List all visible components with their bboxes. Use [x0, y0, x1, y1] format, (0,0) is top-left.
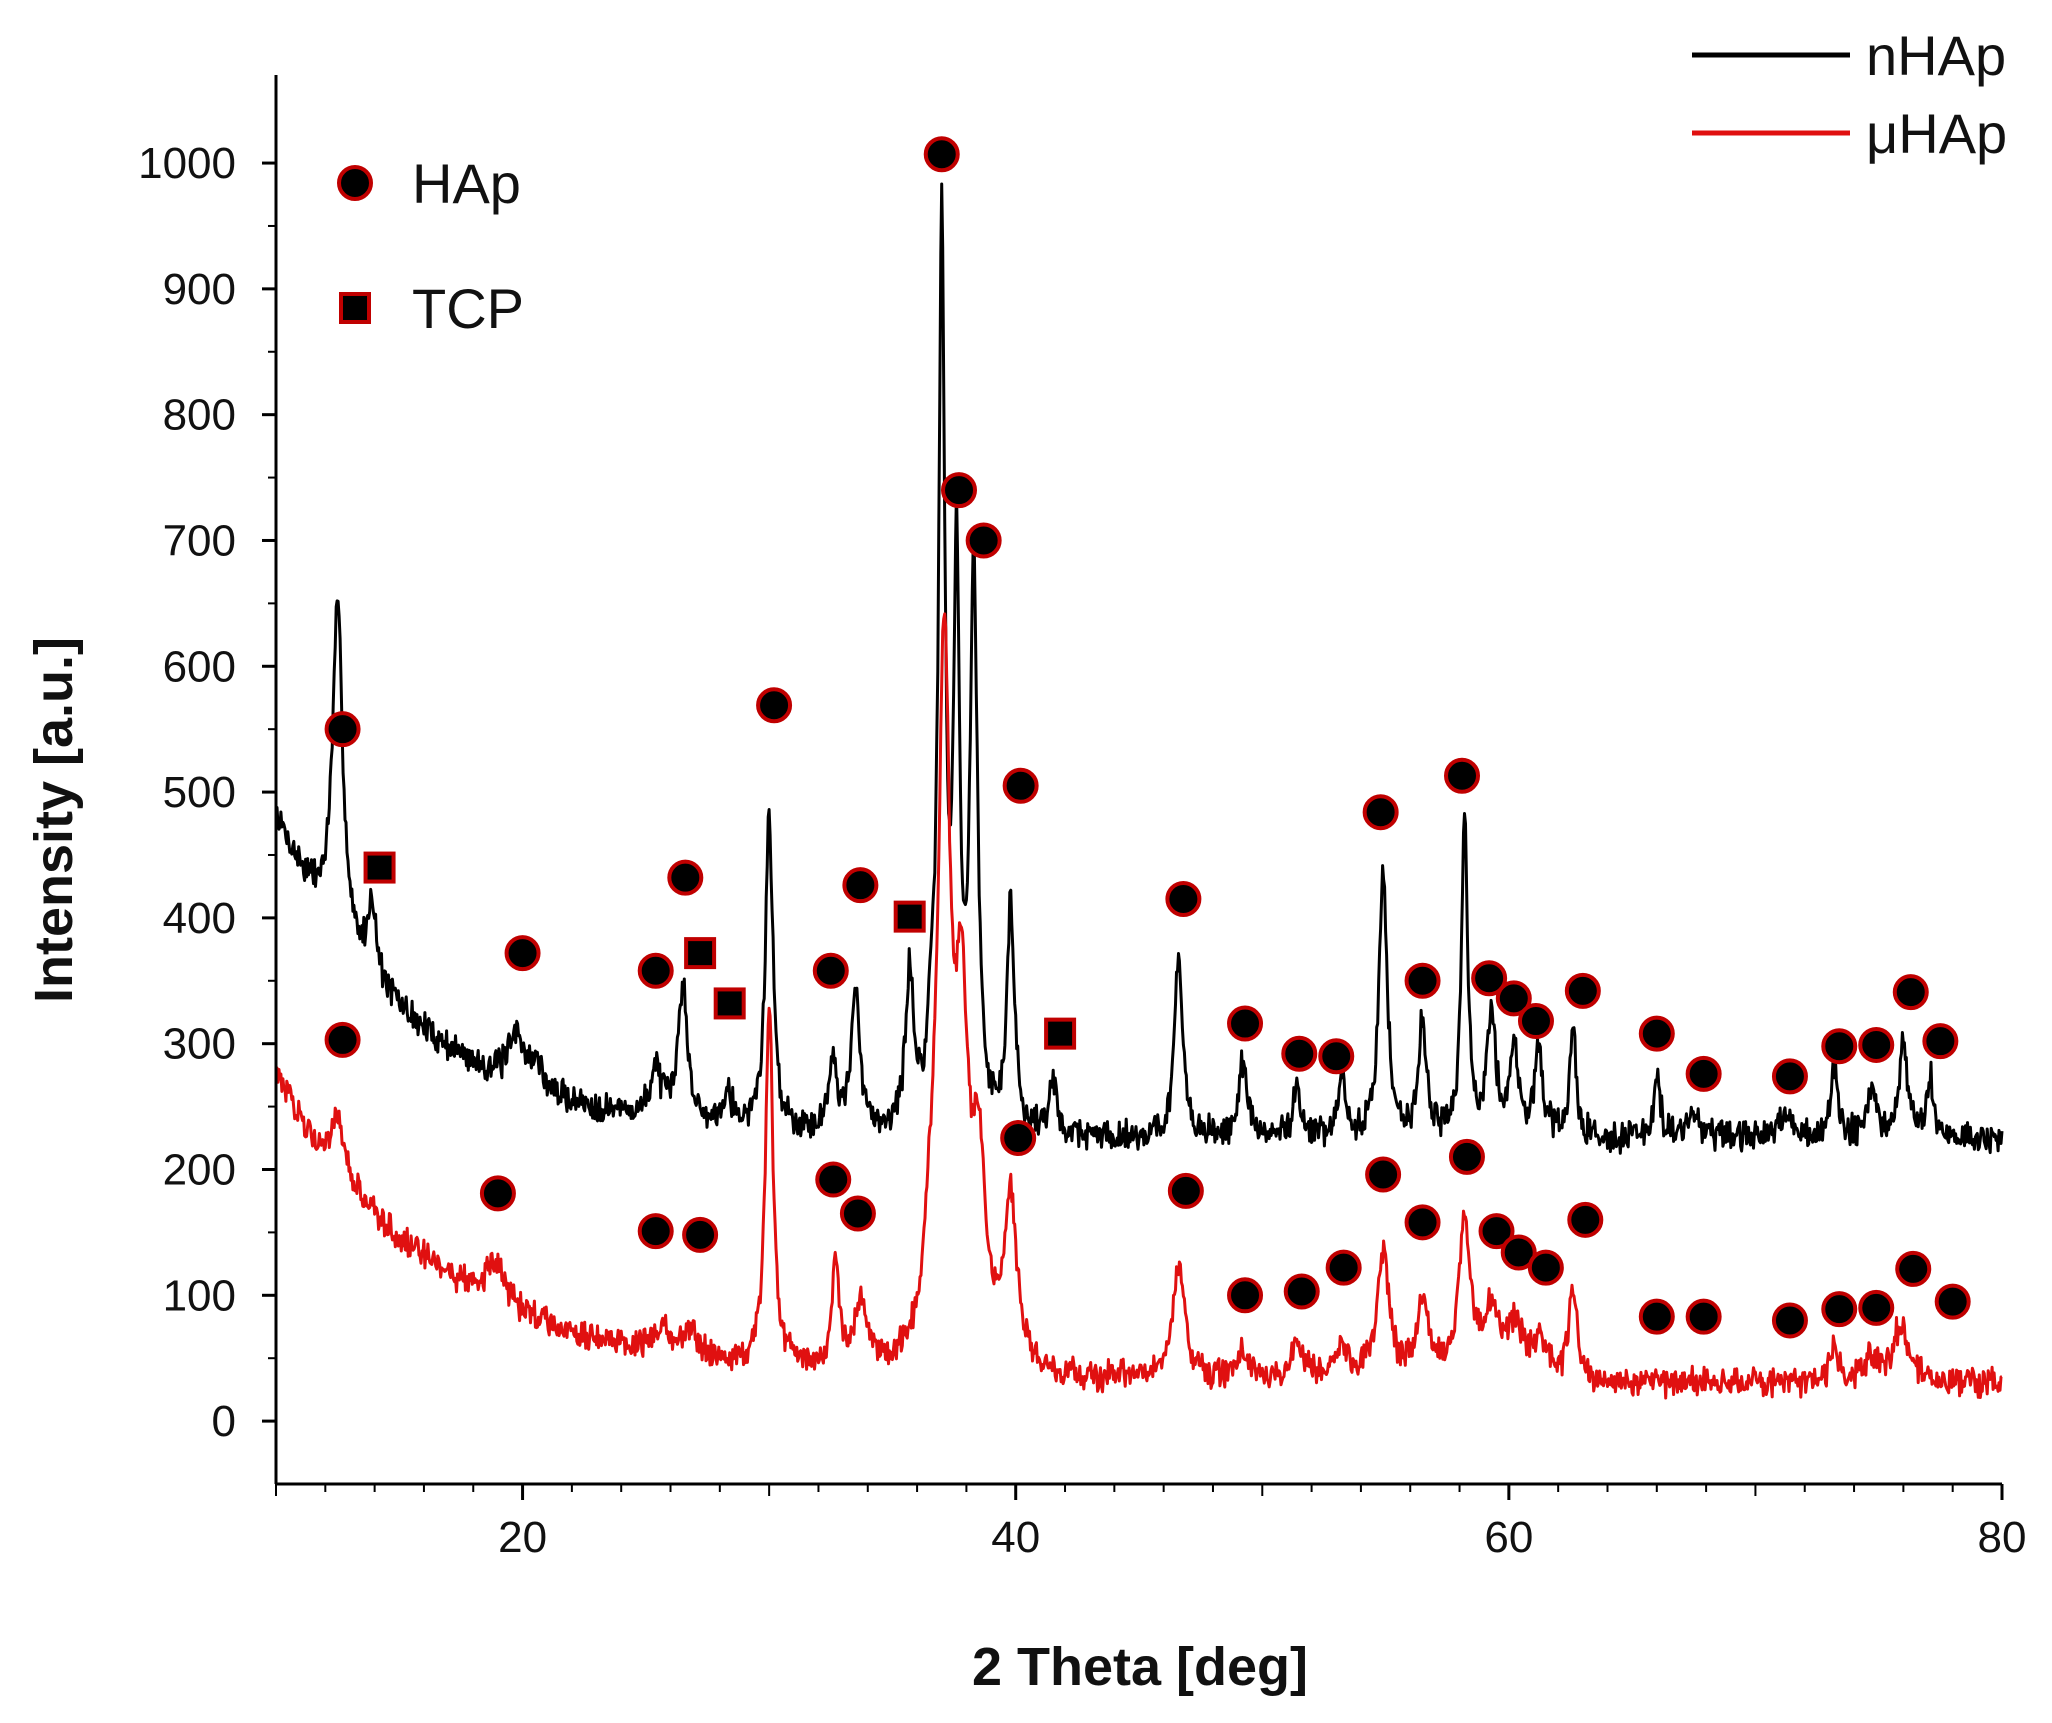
tcp-marker: [684, 937, 717, 970]
tcp-marker: [713, 987, 746, 1020]
hap-marker: [1325, 1249, 1362, 1286]
hap-marker: [637, 1213, 674, 1250]
hap-marker: [756, 687, 793, 724]
hap-marker: [1227, 1277, 1264, 1314]
marker-layer: [324, 136, 1971, 1339]
hap-marker: [1934, 1283, 1971, 1320]
symbol-legend: HAp TCP: [337, 152, 524, 340]
x-axis-title: 2 Theta [deg]: [972, 1637, 1308, 1697]
hap-marker: [1318, 1038, 1355, 1075]
tcp-marker: [363, 851, 396, 884]
y-tick-label: 900: [163, 265, 236, 314]
x-tick-label: 40: [991, 1513, 1040, 1562]
tcp-marker: [893, 900, 926, 933]
y-tick-label: 100: [163, 1271, 236, 1320]
axis-layer: 0 100 200 300 400 500 600 700 800 900 1000 20 40 60 80: [138, 75, 2026, 1562]
hap-marker: [324, 711, 361, 748]
hap-marker: [1167, 1172, 1204, 1209]
y-axis-title: Intensity [a.u.]: [24, 637, 84, 1003]
hap-marker: [1527, 1249, 1564, 1286]
hap-marker: [1448, 1138, 1485, 1175]
y-tick-label: 1000: [138, 139, 236, 188]
y-tick-label: 200: [163, 1145, 236, 1194]
hap-marker: [1771, 1302, 1808, 1339]
hap-marker: [1165, 881, 1202, 918]
hap-marker: [812, 952, 849, 989]
legend-uhap-label: μHAp: [1866, 102, 2007, 165]
hap-marker: [324, 1021, 361, 1058]
hap-marker: [1821, 1028, 1858, 1065]
hap-marker: [1892, 974, 1929, 1011]
hap-marker: [1564, 972, 1601, 1009]
x-tick-label: 60: [1484, 1513, 1533, 1562]
x-tick-label: 20: [498, 1513, 547, 1562]
hap-marker: [1444, 757, 1481, 794]
series-line-nhap: [274, 182, 2004, 1155]
hap-marker: [815, 1161, 852, 1198]
hap-marker: [1567, 1201, 1604, 1238]
hap-marker: [682, 1216, 719, 1253]
hap-marker: [1404, 962, 1441, 999]
y-tick-label: 0: [212, 1397, 236, 1446]
hap-marker: [1858, 1026, 1895, 1063]
y-tick-label: 600: [163, 642, 236, 691]
y-tick-label: 500: [163, 768, 236, 817]
hap-marker: [965, 522, 1002, 559]
tcp-marker: [1044, 1017, 1077, 1050]
hap-marker: [1858, 1289, 1895, 1326]
y-tick-label: 300: [163, 1020, 236, 1069]
y-tick-label: 400: [163, 894, 236, 943]
hap-marker: [1365, 1156, 1402, 1193]
hap-marker: [1478, 1213, 1515, 1250]
hap-marker: [923, 136, 960, 173]
series-line-uhap: [274, 612, 2003, 1400]
legend-hap-label: HAp: [412, 152, 521, 215]
hap-marker: [1685, 1298, 1722, 1335]
legend-tcp-square-icon: [339, 292, 371, 324]
hap-marker: [1517, 1003, 1554, 1040]
hap-marker: [1895, 1250, 1932, 1287]
hap-marker: [1922, 1023, 1959, 1060]
x-tick-label: 80: [1978, 1513, 2027, 1562]
y-tick-label: 800: [163, 391, 236, 440]
series-layer: [274, 182, 2004, 1400]
legend-hap-circle-icon: [337, 165, 373, 201]
hap-marker: [1471, 960, 1508, 997]
hap-marker: [1500, 1234, 1537, 1271]
hap-marker: [1771, 1058, 1808, 1095]
hap-marker: [1000, 1120, 1037, 1157]
legend-tcp-label: TCP: [412, 277, 524, 340]
hap-marker: [1685, 1055, 1722, 1092]
hap-marker: [1638, 1298, 1675, 1335]
hap-marker: [1227, 1005, 1264, 1042]
hap-marker: [1821, 1291, 1858, 1328]
hap-marker: [667, 859, 704, 896]
hap-marker: [1362, 794, 1399, 831]
hap-marker: [1281, 1035, 1318, 1072]
hap-marker: [637, 952, 674, 989]
hap-marker: [839, 1195, 876, 1232]
hap-marker: [941, 472, 978, 509]
hap-marker: [1638, 1015, 1675, 1052]
hap-marker: [504, 935, 541, 972]
hap-marker: [842, 867, 879, 904]
hap-marker: [1283, 1273, 1320, 1310]
series-legend: nHAp μHAp: [1692, 24, 2007, 165]
hap-marker: [1002, 767, 1039, 804]
hap-marker: [1495, 980, 1532, 1017]
hap-marker: [1404, 1204, 1441, 1241]
y-tick-label: 700: [163, 516, 236, 565]
hap-marker: [479, 1175, 516, 1212]
legend-nhap-label: nHAp: [1866, 24, 2006, 87]
